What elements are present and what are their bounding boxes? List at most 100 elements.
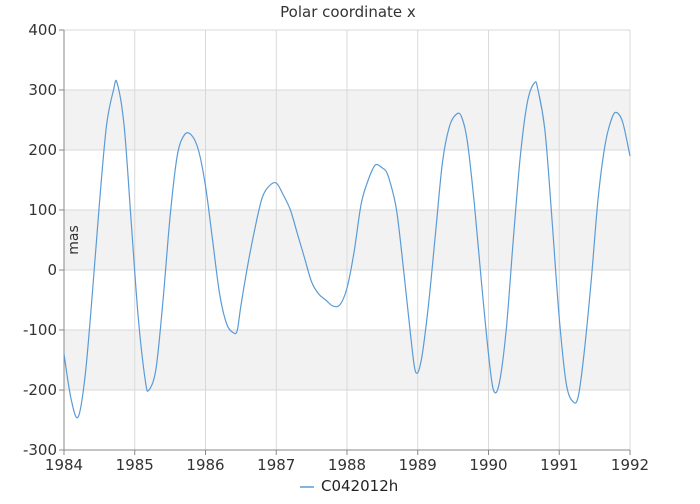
- data-point[interactable]: [69, 397, 73, 401]
- data-point[interactable]: [426, 304, 430, 308]
- data-point[interactable]: [419, 358, 423, 362]
- data-point[interactable]: [536, 88, 540, 92]
- data-point[interactable]: [154, 367, 158, 371]
- data-point[interactable]: [596, 196, 600, 200]
- data-point[interactable]: [571, 400, 575, 404]
- data-point[interactable]: [621, 121, 625, 125]
- data-point[interactable]: [525, 100, 529, 104]
- data-point[interactable]: [112, 88, 116, 92]
- data-point[interactable]: [204, 184, 208, 188]
- series-line-0[interactable]: [63, 79, 631, 419]
- data-point[interactable]: [373, 163, 377, 167]
- data-point[interactable]: [317, 292, 321, 296]
- data-point[interactable]: [161, 298, 165, 302]
- data-point[interactable]: [479, 280, 483, 284]
- data-point[interactable]: [147, 388, 151, 392]
- y-tick-label: -200: [23, 381, 57, 399]
- data-point[interactable]: [122, 124, 126, 128]
- data-point[interactable]: [472, 202, 476, 206]
- data-point[interactable]: [168, 214, 172, 218]
- data-point[interactable]: [460, 115, 464, 119]
- data-point[interactable]: [487, 352, 491, 356]
- data-point[interactable]: [455, 112, 459, 116]
- data-point[interactable]: [218, 292, 222, 296]
- data-point[interactable]: [557, 316, 561, 320]
- data-point[interactable]: [491, 388, 495, 392]
- data-point[interactable]: [267, 184, 271, 188]
- data-point[interactable]: [550, 220, 554, 224]
- data-point[interactable]: [628, 154, 632, 158]
- data-point[interactable]: [175, 154, 179, 158]
- legend[interactable]: C042012h: [300, 477, 398, 495]
- data-point[interactable]: [331, 304, 335, 308]
- x-tick-labels: 1984 1985 1986 1987 1988 1989 1990 1991 1992: [45, 456, 649, 474]
- data-point[interactable]: [115, 81, 119, 85]
- data-point[interactable]: [387, 178, 391, 182]
- data-point[interactable]: [465, 139, 469, 143]
- data-point[interactable]: [104, 124, 108, 128]
- data-point[interactable]: [295, 232, 299, 236]
- data-point[interactable]: [338, 303, 342, 307]
- data-point[interactable]: [610, 115, 614, 119]
- data-point[interactable]: [225, 322, 229, 326]
- data-point[interactable]: [441, 160, 445, 164]
- data-point[interactable]: [136, 316, 140, 320]
- y-tick-labels: 400 300 200 100 0 -100 -200 -300: [23, 21, 57, 459]
- data-point[interactable]: [414, 370, 418, 374]
- y-tick-label: 0: [47, 261, 57, 279]
- x-tick-label: 1989: [399, 456, 437, 474]
- data-point[interactable]: [543, 130, 547, 134]
- data-point[interactable]: [274, 181, 278, 185]
- data-point[interactable]: [380, 166, 384, 170]
- data-point[interactable]: [246, 262, 250, 266]
- data-point[interactable]: [239, 304, 243, 308]
- data-point[interactable]: [576, 394, 580, 398]
- data-point[interactable]: [129, 220, 133, 224]
- data-point[interactable]: [384, 169, 388, 173]
- data-point[interactable]: [603, 142, 607, 146]
- data-point[interactable]: [352, 250, 356, 254]
- data-point[interactable]: [83, 373, 87, 377]
- data-point[interactable]: [303, 256, 307, 260]
- data-point[interactable]: [232, 331, 236, 335]
- data-point[interactable]: [143, 379, 147, 383]
- data-point[interactable]: [448, 124, 452, 128]
- data-point[interactable]: [532, 81, 536, 85]
- data-point[interactable]: [518, 154, 522, 158]
- data-point[interactable]: [196, 148, 200, 152]
- chart-title: Polar coordinate x: [280, 3, 416, 21]
- data-point[interactable]: [288, 208, 292, 212]
- data-point[interactable]: [189, 133, 193, 137]
- data-point[interactable]: [564, 382, 568, 386]
- data-point[interactable]: [182, 133, 186, 137]
- y-tick-label: -100: [23, 321, 57, 339]
- data-point[interactable]: [582, 352, 586, 356]
- x-tick-label: 1992: [611, 456, 649, 474]
- data-point[interactable]: [497, 382, 501, 386]
- data-point[interactable]: [409, 334, 413, 338]
- data-point[interactable]: [90, 292, 94, 296]
- data-point[interactable]: [260, 196, 264, 200]
- data-point[interactable]: [366, 178, 370, 182]
- data-point[interactable]: [97, 202, 101, 206]
- data-point[interactable]: [76, 415, 80, 419]
- data-point[interactable]: [504, 328, 508, 332]
- data-point[interactable]: [310, 280, 314, 284]
- data-point[interactable]: [235, 328, 239, 332]
- data-point[interactable]: [253, 226, 257, 230]
- data-point[interactable]: [62, 352, 66, 356]
- data-point[interactable]: [511, 238, 515, 242]
- data-point[interactable]: [395, 208, 399, 212]
- data-point[interactable]: [359, 202, 363, 206]
- data-point[interactable]: [211, 238, 215, 242]
- data-point[interactable]: [402, 268, 406, 272]
- data-point[interactable]: [615, 111, 619, 115]
- data-point[interactable]: [589, 280, 593, 284]
- data-point[interactable]: [281, 193, 285, 197]
- data-point[interactable]: [345, 286, 349, 290]
- data-point[interactable]: [324, 298, 328, 302]
- x-tick-label: 1988: [328, 456, 366, 474]
- data-point[interactable]: [433, 232, 437, 236]
- y-tick-label: 200: [28, 141, 57, 159]
